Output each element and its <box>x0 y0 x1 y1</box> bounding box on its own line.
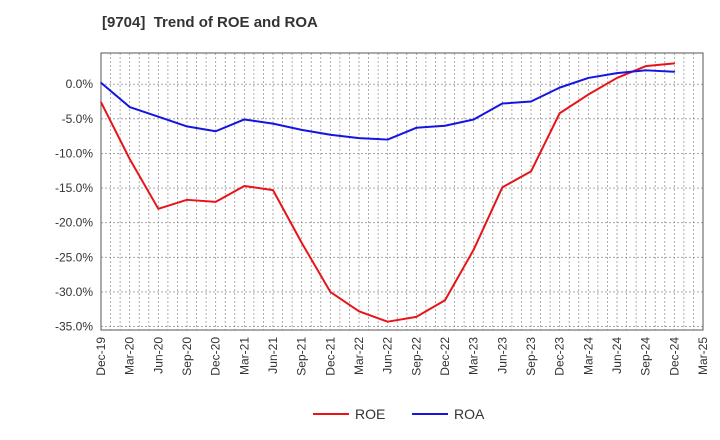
data-point-roe <box>100 101 102 103</box>
legend: ROE ROA <box>313 406 485 422</box>
x-tick-label: Sep-23 <box>524 337 538 376</box>
x-tick-label: Jun-21 <box>266 337 280 374</box>
data-point-roe <box>386 320 389 323</box>
data-point-roa <box>243 118 246 121</box>
y-tick-label: -15.0% <box>55 181 93 195</box>
x-tick-label: Mar-25 <box>696 337 710 375</box>
x-tick-label: Jun-24 <box>610 337 624 374</box>
y-tick-label: 0.0% <box>66 77 94 91</box>
data-point-roe <box>128 158 131 160</box>
data-point-roe <box>157 208 160 210</box>
grid-lines <box>101 53 703 330</box>
y-tick-label: -35.0% <box>55 320 93 334</box>
data-point-roa <box>300 129 303 131</box>
x-tick-label: Mar-22 <box>352 337 366 375</box>
data-point-roe <box>444 299 446 302</box>
y-tick-label: -20.0% <box>55 216 93 230</box>
x-tick-label: Dec-23 <box>553 337 567 376</box>
data-point-roe <box>272 189 274 191</box>
data-point-roa <box>530 100 532 103</box>
chart-title: [9704] Trend of ROE and ROA <box>102 14 318 31</box>
data-point-roa <box>472 118 475 121</box>
data-point-roa <box>214 130 217 133</box>
data-point-roa <box>587 77 590 79</box>
y-tick-label: -10.0% <box>55 146 93 160</box>
data-point-roa <box>558 86 561 89</box>
data-point-roe <box>329 291 332 293</box>
x-tick-label: Dec-21 <box>323 337 337 376</box>
data-point-roa <box>358 137 360 139</box>
data-point-roa <box>128 106 131 108</box>
y-tick-label: -30.0% <box>55 285 93 299</box>
x-tick-label: Dec-24 <box>667 337 681 376</box>
data-point-roa <box>386 138 389 141</box>
x-tick-label: Sep-20 <box>180 337 194 376</box>
x-tick-label: Mar-23 <box>467 337 481 375</box>
data-point-roe <box>243 185 246 187</box>
series-lines <box>100 62 676 323</box>
x-tick-label: Jun-20 <box>151 337 165 374</box>
plot-area <box>101 53 703 330</box>
data-point-roe <box>358 310 360 313</box>
data-point-roa <box>444 124 446 127</box>
x-tick-label: Jun-23 <box>495 337 509 374</box>
x-tick-label: Dec-20 <box>209 337 223 376</box>
x-tick-label: Dec-22 <box>438 337 452 376</box>
data-point-roe <box>186 199 188 201</box>
x-tick-label: Mar-20 <box>123 337 137 375</box>
data-point-roa <box>186 125 188 128</box>
data-point-roa <box>157 115 160 118</box>
data-point-roe <box>673 62 676 65</box>
data-point-roa <box>644 69 647 72</box>
data-point-roe <box>558 112 561 115</box>
legend-label-roa: ROA <box>454 406 485 422</box>
x-tick-label: Sep-21 <box>295 337 309 376</box>
data-point-roa <box>272 122 274 125</box>
data-point-roe <box>530 170 532 173</box>
y-tick-label: -5.0% <box>62 112 94 126</box>
x-tick-label: Dec-19 <box>94 337 108 376</box>
data-point-roe <box>214 201 217 203</box>
plot-border <box>100 52 704 331</box>
data-point-roe <box>300 241 303 244</box>
x-tick-label: Mar-21 <box>237 337 251 375</box>
x-tick-label: Mar-24 <box>581 337 595 375</box>
data-point-roa <box>329 133 332 136</box>
data-point-roa <box>616 72 618 74</box>
axes: 0.0% -5.0% -10.0% -15.0% -20.0% -25.0% -30.0% -… <box>55 52 710 376</box>
data-point-roa <box>415 126 418 129</box>
x-tick-label: Jun-22 <box>381 337 395 374</box>
data-point-roe <box>616 77 618 79</box>
data-point-roe <box>644 65 647 67</box>
legend-label-roe: ROE <box>355 406 385 422</box>
data-point-roa <box>100 81 102 84</box>
data-point-roe <box>501 186 504 189</box>
data-point-roe <box>415 316 418 318</box>
x-tick-label: Sep-22 <box>409 337 423 376</box>
y-tick-label: -25.0% <box>55 250 93 264</box>
x-tick-label: Sep-24 <box>639 337 653 376</box>
data-point-roe <box>587 93 590 96</box>
data-point-roa <box>673 70 676 73</box>
data-point-roe <box>472 248 475 251</box>
data-point-roa <box>501 102 504 105</box>
